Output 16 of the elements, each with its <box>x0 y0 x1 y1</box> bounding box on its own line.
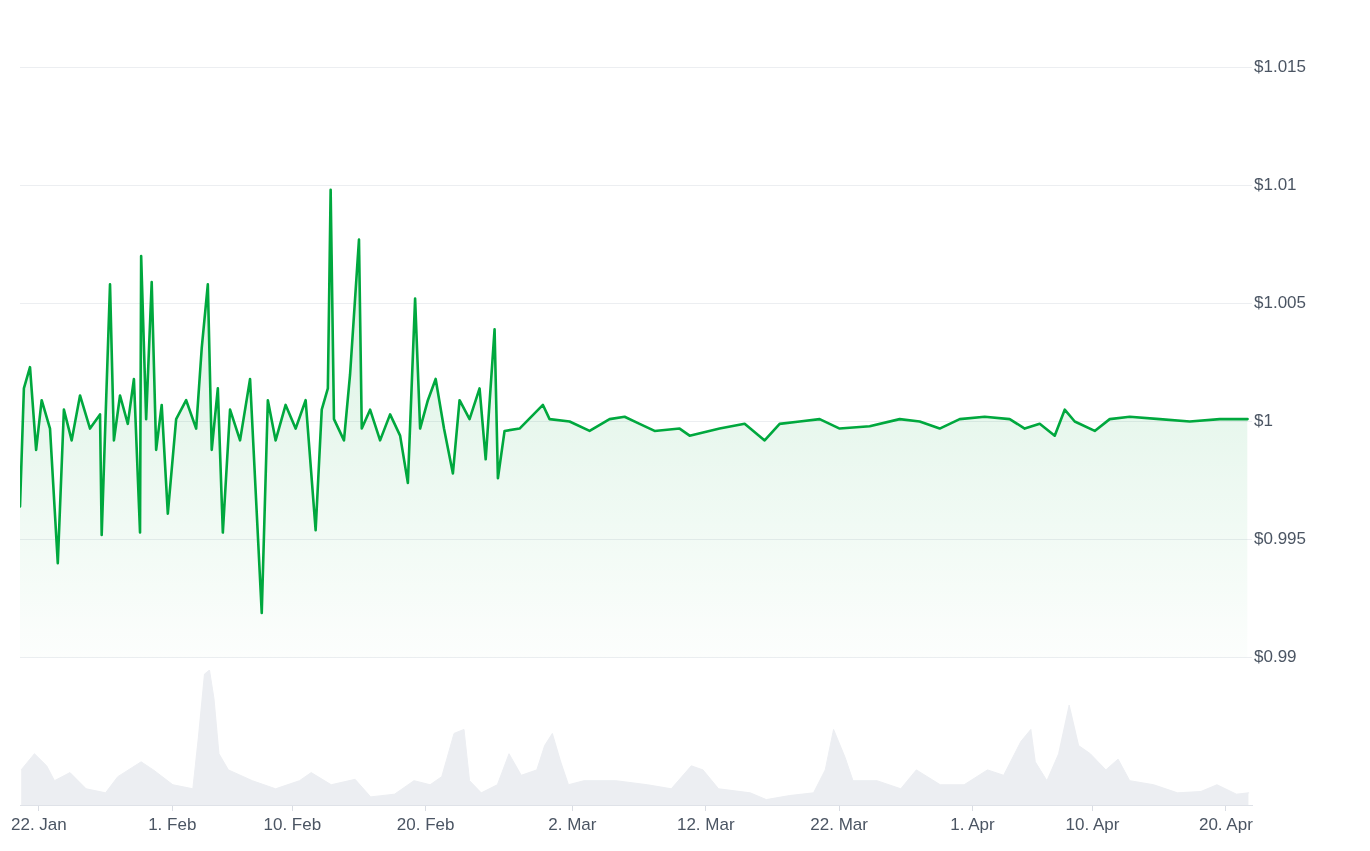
y-tick-label: $0.995 <box>1254 529 1306 549</box>
y-tick-label: $0.99 <box>1254 647 1297 667</box>
x-tick-label: 20. Apr <box>1198 814 1254 834</box>
y-tick-label: $1.01 <box>1254 174 1297 194</box>
y-tick-label: $1.005 <box>1254 293 1306 313</box>
x-tick-label: 12. Mar <box>676 814 735 834</box>
x-tick-label: 1. Apr <box>950 814 996 834</box>
x-tick-label: 22. Mar <box>810 814 869 834</box>
x-tick-label: 10. Feb <box>263 814 322 834</box>
y-tick-label: $1 <box>1254 411 1273 431</box>
x-tick-label: 20. Feb <box>396 814 455 834</box>
x-tick-label: 22. Jan <box>11 814 67 834</box>
x-tick-label: 1. Feb <box>148 814 197 834</box>
y-tick-label: $1.015 <box>1254 56 1306 76</box>
x-tick-label: 2. Mar <box>548 814 597 834</box>
x-tick-label: 10. Apr <box>1065 814 1120 834</box>
